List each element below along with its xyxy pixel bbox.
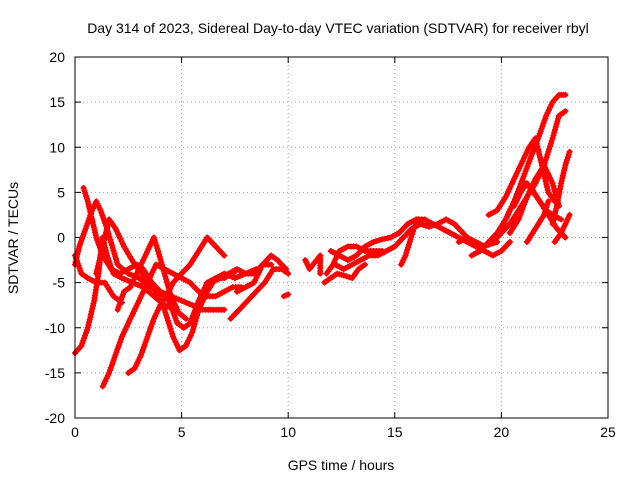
series-point-markers	[189, 261, 275, 322]
series-arc-06	[99, 261, 245, 390]
y-tick-label: -20	[45, 410, 65, 426]
series-point-markers	[280, 291, 292, 300]
series-point-markers	[398, 216, 422, 268]
y-tick-label: 20	[49, 49, 65, 65]
series-point-markers	[506, 162, 562, 236]
series-arc-27	[551, 211, 573, 245]
series-point-markers	[551, 211, 573, 245]
series-point-markers	[321, 261, 368, 286]
y-tick-label: 5	[57, 184, 65, 200]
series-point-markers	[524, 198, 552, 245]
x-tick-label: 0	[71, 424, 79, 440]
series-point-markers	[227, 266, 292, 322]
axis-ticks: 0 5 10 15 20 25 -20 -15 -10 -5 0 5 10 15 20	[45, 49, 616, 440]
y-tick-label: 10	[49, 139, 65, 155]
x-tick-label: 15	[387, 424, 403, 440]
series-arc-08	[114, 234, 181, 313]
series-point-markers	[125, 234, 228, 376]
series-arc-18	[398, 216, 422, 268]
y-tick-label: -5	[53, 275, 66, 291]
series-point-markers	[302, 252, 324, 277]
series-arc-12	[280, 291, 292, 300]
data-series	[72, 91, 573, 390]
y-tick-label: 0	[57, 230, 65, 246]
series-arc-24	[506, 162, 562, 236]
series-point-markers	[549, 148, 573, 227]
series-arc-11	[189, 261, 275, 322]
x-axis-label: GPS time / hours	[288, 457, 395, 473]
plot-frame	[74, 56, 609, 419]
x-tick-label: 20	[494, 424, 510, 440]
y-tick-label: -10	[45, 320, 65, 336]
series-point-markers	[114, 234, 181, 313]
series-arc-09	[227, 266, 292, 322]
y-tick-label: 15	[49, 94, 65, 110]
series-arc-25	[524, 198, 552, 245]
x-tick-label: 25	[600, 424, 616, 440]
y-tick-label: -15	[45, 365, 65, 381]
chart-title: Day 314 of 2023, Sidereal Day-to-day VTE…	[87, 20, 589, 36]
x-tick-label: 10	[280, 424, 296, 440]
y-axis-label: SDTVAR / TECUs	[5, 182, 21, 294]
series-arc-17	[321, 261, 368, 286]
series-arc-13	[302, 252, 324, 277]
x-tick-label: 5	[178, 424, 186, 440]
series-arc-26	[549, 148, 573, 227]
